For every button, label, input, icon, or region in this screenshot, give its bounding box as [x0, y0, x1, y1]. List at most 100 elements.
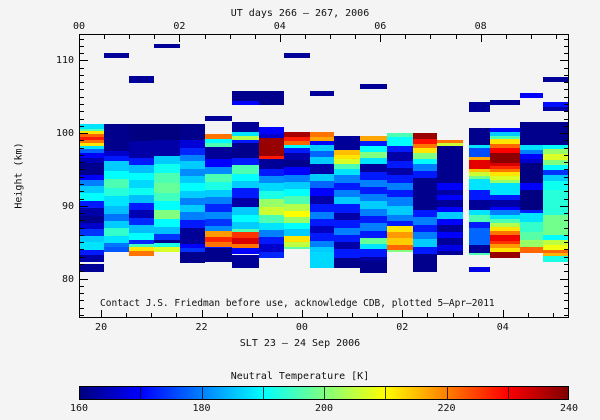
heatmap-cell [283, 167, 310, 175]
heatmap-cell [469, 215, 491, 222]
heatmap-cell [490, 147, 520, 153]
heatmap-cell [80, 143, 105, 147]
heatmap-cell [104, 213, 130, 222]
heatmap-cell [129, 210, 155, 219]
heatmap-cell [179, 183, 205, 191]
colorbar-tick [507, 387, 509, 399]
y-left-minor-tick [80, 220, 84, 222]
heatmap-cell [412, 158, 437, 165]
x-bottom-minor-tick [552, 313, 554, 317]
heatmap-cell [179, 124, 205, 141]
heatmap-cell [490, 131, 520, 136]
colorbar-tick [446, 387, 448, 399]
heatmap-cell [309, 157, 335, 165]
heatmap-cell [386, 214, 413, 222]
heatmap-cell [80, 124, 105, 129]
x-top-tick-label: 04 [273, 21, 286, 32]
heatmap-cell [360, 141, 387, 147]
y-left-minor-tick [80, 104, 84, 106]
y-left-minor-tick [80, 176, 84, 178]
y-right-minor-tick [564, 96, 568, 98]
heatmap-cell [469, 172, 491, 176]
heatmap-cell [360, 215, 387, 224]
heatmap-cell [436, 182, 464, 190]
heatmap-cell [259, 229, 284, 238]
heatmap-cell [309, 204, 335, 212]
heatmap-cell [259, 190, 284, 199]
y-left-minor-tick [80, 249, 84, 251]
heatmap-cell [334, 159, 361, 164]
heatmap-cell [490, 231, 520, 235]
heatmap-cell [104, 247, 130, 252]
heatmap-cell [386, 160, 413, 168]
heatmap-cell [386, 137, 413, 147]
heatmap-cell [205, 133, 233, 139]
heatmap-cell [129, 124, 155, 142]
heatmap-cell [205, 211, 233, 219]
heatmap-cell [490, 179, 520, 184]
heatmap-cell [283, 203, 310, 211]
heatmap-cell [542, 253, 568, 256]
y-left-major-tick [80, 205, 88, 207]
heatmap-cell [469, 178, 491, 190]
heatmap-cell [104, 205, 130, 214]
heatmap-cell [154, 192, 180, 202]
x-bottom-minor-tick [201, 313, 203, 317]
heatmap-cell [259, 168, 284, 176]
heatmap-cell [412, 164, 437, 171]
heatmap-cell [259, 183, 284, 191]
heatmap-cell [309, 136, 335, 142]
heatmap-cell [129, 165, 155, 174]
x-top-minor-tick [505, 35, 507, 39]
y-left-minor-tick [80, 133, 84, 135]
heatmap-cell [179, 140, 205, 148]
heatmap-cell [542, 101, 568, 107]
y-left-minor-tick [80, 227, 84, 229]
x-bottom-minor-tick [402, 313, 404, 317]
x-bottom-minor-tick [226, 313, 228, 317]
heatmap-cell [490, 100, 520, 105]
heatmap-cell [104, 178, 130, 189]
heatmap-cell [104, 53, 130, 59]
x-bottom-minor-tick [352, 313, 354, 317]
heatmap-cell [179, 219, 205, 228]
heatmap-cell [154, 124, 180, 140]
heatmap-cell [104, 151, 130, 156]
y-right-minor-tick [564, 89, 568, 91]
heatmap-cell [80, 149, 105, 153]
annotation-text: Contact J.S. Friedman before use, acknow… [100, 298, 495, 309]
y-left-minor-tick [80, 53, 84, 55]
y-left-minor-tick [80, 271, 84, 273]
x-bottom-minor-tick [126, 313, 128, 317]
heatmap-cell [490, 162, 520, 166]
heatmap-cell [80, 130, 105, 134]
heatmap-cell [129, 75, 155, 83]
y-left-minor-tick [80, 96, 84, 98]
heatmap-cell [232, 140, 260, 144]
heatmap-cell [436, 146, 464, 183]
y-tick-label: 90 [61, 200, 74, 212]
heatmap-cell [232, 247, 260, 255]
heatmap-cell [259, 251, 284, 259]
heatmap-cell [80, 186, 105, 194]
colorbar-tick-label: 240 [559, 403, 579, 414]
heatmap-cell [490, 251, 520, 259]
y-left-minor-tick [80, 67, 84, 69]
heatmap-cell [283, 148, 310, 154]
heatmap-cell [436, 199, 464, 207]
heatmap-cell [490, 169, 520, 173]
heatmap-cell [360, 146, 387, 152]
heatmap-cell [519, 154, 543, 160]
heatmap-cell [179, 247, 205, 252]
heatmap-cell [412, 210, 437, 218]
heatmap-cell [309, 164, 335, 174]
heatmap-cell [259, 159, 284, 169]
heatmap-cell [360, 163, 387, 173]
heatmap-cell [436, 250, 464, 256]
heatmap-cell [154, 183, 180, 193]
y-right-minor-tick [564, 154, 568, 156]
heatmap-cell [360, 157, 387, 164]
colorbar-tick [140, 387, 142, 399]
colorbar-tick-label: 200 [314, 403, 334, 414]
